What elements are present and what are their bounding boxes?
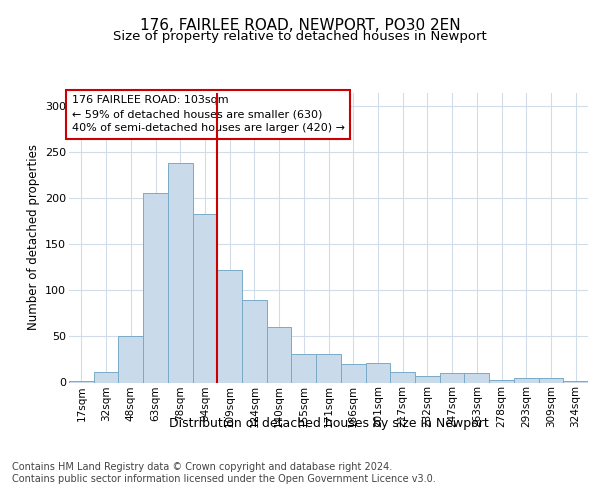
Bar bbox=[316, 354, 341, 382]
Bar bbox=[539, 378, 563, 382]
Bar bbox=[69, 380, 94, 382]
Y-axis label: Number of detached properties: Number of detached properties bbox=[26, 144, 40, 330]
Bar bbox=[217, 270, 242, 382]
Text: 176 FAIRLEE ROAD: 103sqm
← 59% of detached houses are smaller (630)
40% of semi-: 176 FAIRLEE ROAD: 103sqm ← 59% of detach… bbox=[71, 96, 344, 134]
Bar bbox=[415, 376, 440, 382]
Text: Contains HM Land Registry data © Crown copyright and database right 2024.
Contai: Contains HM Land Registry data © Crown c… bbox=[12, 462, 436, 484]
Bar bbox=[168, 164, 193, 382]
Bar bbox=[94, 372, 118, 382]
Bar bbox=[193, 214, 217, 382]
Bar bbox=[563, 380, 588, 382]
Bar bbox=[365, 363, 390, 382]
Bar bbox=[440, 374, 464, 382]
Bar bbox=[292, 354, 316, 382]
Bar bbox=[118, 336, 143, 382]
Text: Distribution of detached houses by size in Newport: Distribution of detached houses by size … bbox=[169, 418, 488, 430]
Bar bbox=[267, 328, 292, 382]
Bar bbox=[143, 193, 168, 382]
Bar bbox=[390, 372, 415, 382]
Text: Size of property relative to detached houses in Newport: Size of property relative to detached ho… bbox=[113, 30, 487, 43]
Bar bbox=[242, 300, 267, 382]
Bar bbox=[341, 364, 365, 382]
Bar bbox=[489, 380, 514, 382]
Bar bbox=[464, 374, 489, 382]
Bar bbox=[514, 378, 539, 382]
Text: 176, FAIRLEE ROAD, NEWPORT, PO30 2EN: 176, FAIRLEE ROAD, NEWPORT, PO30 2EN bbox=[140, 18, 460, 32]
